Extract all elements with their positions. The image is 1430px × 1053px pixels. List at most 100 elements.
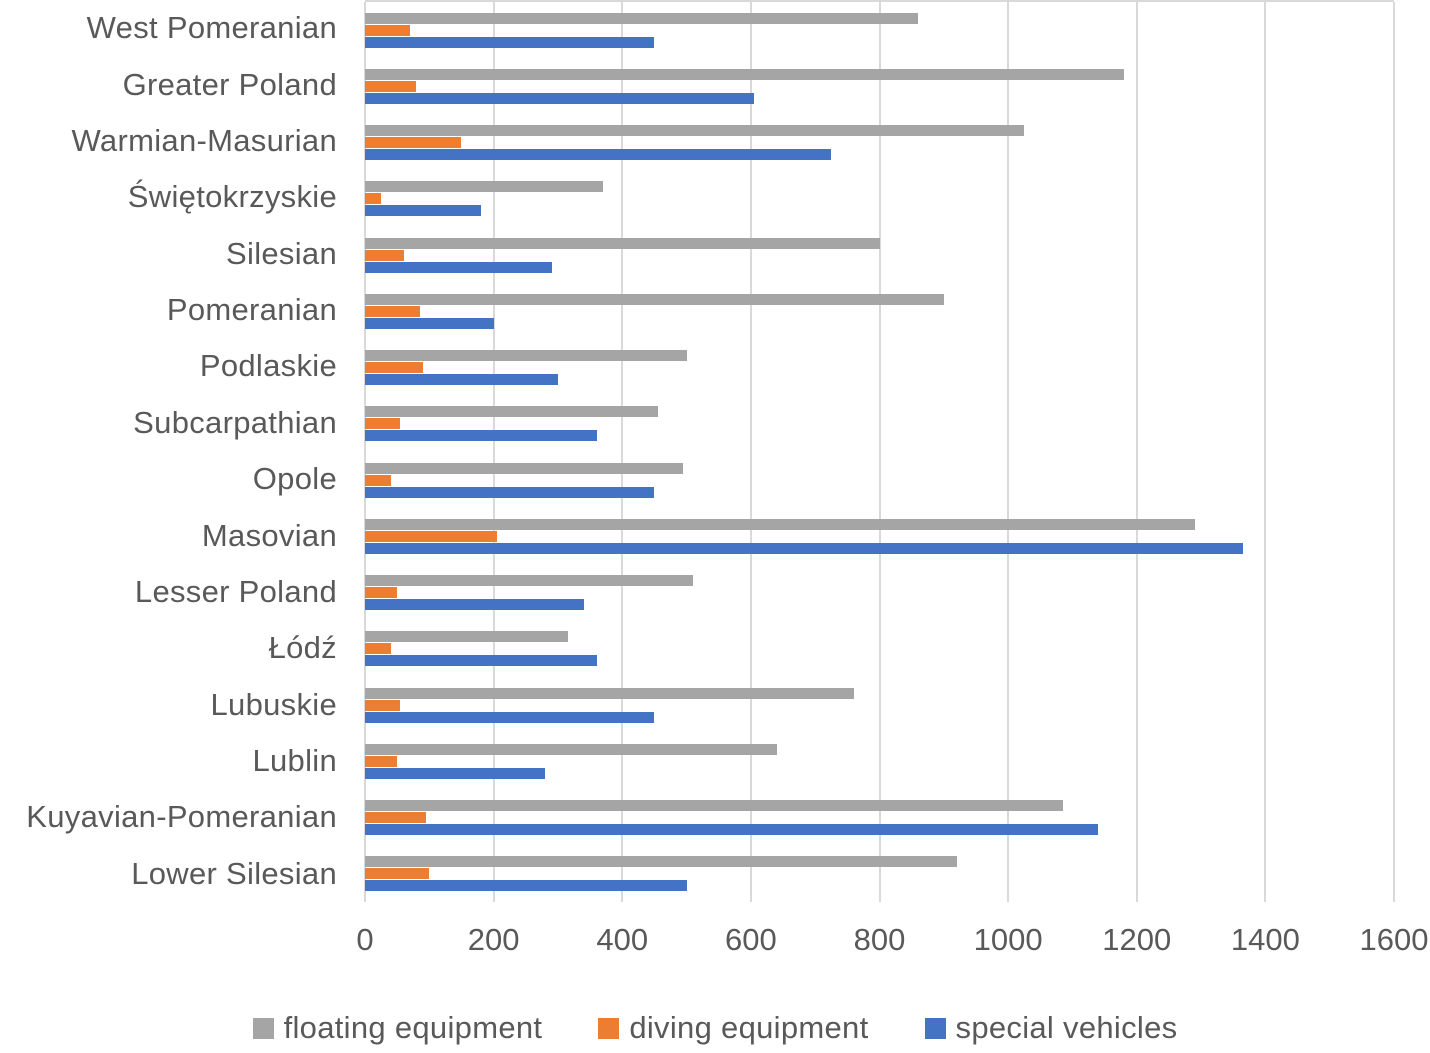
category-label: Subcarpathian: [133, 404, 337, 440]
category-label: Warmian-Masurian: [71, 122, 337, 158]
legend-item: special vehicles: [924, 1010, 1178, 1046]
bar-floating-equipment: [365, 575, 693, 587]
category-row: [365, 171, 1394, 227]
category-axis: West Pomeranian Greater Poland Warmian-Mas…: [0, 0, 337, 902]
bar-floating-equipment: [365, 800, 1063, 812]
legend-label: diving equipment: [629, 1010, 869, 1045]
x-tick-label: 0: [356, 922, 374, 957]
bar-diving-equipment: [365, 362, 423, 374]
bar-special-vehicles: [365, 317, 494, 329]
bar-special-vehicles: [365, 430, 597, 442]
bar-diving-equipment: [365, 305, 420, 317]
bar-special-vehicles: [365, 486, 655, 498]
bar-diving-equipment: [365, 643, 391, 655]
bar-special-vehicles: [365, 767, 546, 779]
bar-special-vehicles: [365, 711, 655, 723]
plot-area: [364, 0, 1395, 902]
gridlines: [364, 2, 1395, 902]
bar-diving-equipment: [365, 193, 382, 205]
bar-floating-equipment: [365, 68, 1124, 80]
category-row: [365, 58, 1394, 114]
bar-diving-equipment: [365, 755, 398, 767]
gridline: [749, 2, 752, 902]
bar-diving-equipment: [365, 80, 417, 92]
bar-diving-equipment: [365, 24, 411, 36]
category-label: Podlaskie: [199, 348, 337, 384]
gridline: [364, 2, 366, 902]
x-tick-label: 400: [596, 922, 649, 957]
category-row: [365, 115, 1394, 171]
x-tick-label: 1400: [1230, 922, 1300, 957]
bar-floating-equipment: [365, 350, 687, 362]
gridline: [1264, 2, 1267, 902]
bar-special-vehicles: [365, 205, 481, 217]
x-tick-label: 800: [853, 922, 906, 957]
category-label: Masovian: [201, 517, 337, 553]
bar-special-vehicles: [365, 542, 1243, 554]
category-row: [365, 283, 1394, 339]
legend-swatch: [252, 1017, 274, 1039]
bar-diving-equipment: [365, 530, 497, 542]
gridline: [878, 2, 881, 902]
category-row: [365, 790, 1394, 846]
bar-floating-equipment: [365, 181, 603, 193]
bar-diving-equipment: [365, 587, 398, 599]
bar-diving-equipment: [365, 418, 401, 430]
category-label: Silesian: [226, 235, 337, 271]
legend-label: floating equipment: [283, 1010, 543, 1045]
category-label: Lesser Poland: [134, 573, 337, 609]
legend-item: diving equipment: [598, 1010, 868, 1046]
bar-floating-equipment: [365, 12, 919, 24]
bar-floating-equipment: [365, 743, 777, 755]
category-label: Greater Poland: [122, 66, 337, 102]
bar-diving-equipment: [365, 137, 462, 149]
bar-special-vehicles: [365, 880, 687, 892]
bar-special-vehicles: [365, 824, 1099, 836]
x-tick-label: 1200: [1102, 922, 1172, 957]
bar-special-vehicles: [365, 655, 597, 667]
category-row: [365, 733, 1394, 789]
category-label: Kuyavian-Pomeranian: [26, 799, 337, 835]
bar-floating-equipment: [365, 237, 880, 249]
bar-diving-equipment: [365, 868, 430, 880]
legend-swatch: [924, 1017, 946, 1039]
bar-special-vehicles: [365, 261, 552, 273]
bar-diving-equipment: [365, 812, 427, 824]
legend-swatch: [598, 1017, 620, 1039]
bar-diving-equipment: [365, 249, 404, 261]
gridline: [1007, 2, 1010, 902]
x-tick-label: 600: [725, 922, 777, 957]
category-label: Pomeranian: [166, 292, 337, 328]
gridline: [1135, 2, 1138, 902]
bar-special-vehicles: [365, 599, 584, 611]
bar-special-vehicles: [365, 149, 832, 161]
bar-floating-equipment: [365, 293, 944, 305]
gridline: [492, 2, 495, 902]
category-row: [365, 621, 1394, 677]
category-row: [365, 340, 1394, 396]
x-tick-label: 200: [467, 922, 520, 957]
value-axis: 0 200 400 600 800 1000 1200 1400 1600: [356, 902, 1428, 972]
category-row: [365, 508, 1394, 564]
category-row: [365, 565, 1394, 621]
bar-floating-equipment: [365, 687, 854, 699]
category-label: West Pomeranian: [86, 10, 337, 46]
bar-diving-equipment: [365, 474, 391, 486]
bar-diving-equipment: [365, 699, 401, 711]
category-label: Opole: [252, 461, 337, 497]
bar-floating-equipment: [365, 856, 957, 868]
category-row: [365, 227, 1394, 283]
bar-floating-equipment: [365, 125, 1025, 137]
bar-floating-equipment: [365, 462, 684, 474]
category-row: [365, 396, 1394, 452]
gridline: [621, 2, 624, 902]
category-label: Lower Silesian: [131, 855, 337, 891]
category-row: [365, 677, 1394, 733]
category-row: [365, 2, 1394, 58]
bar-special-vehicles: [365, 374, 558, 386]
bar-rows: [365, 2, 1394, 902]
bar-floating-equipment: [365, 406, 658, 418]
category-label: Świętokrzyskie: [127, 179, 337, 215]
category-label: Lubuskie: [210, 686, 337, 722]
